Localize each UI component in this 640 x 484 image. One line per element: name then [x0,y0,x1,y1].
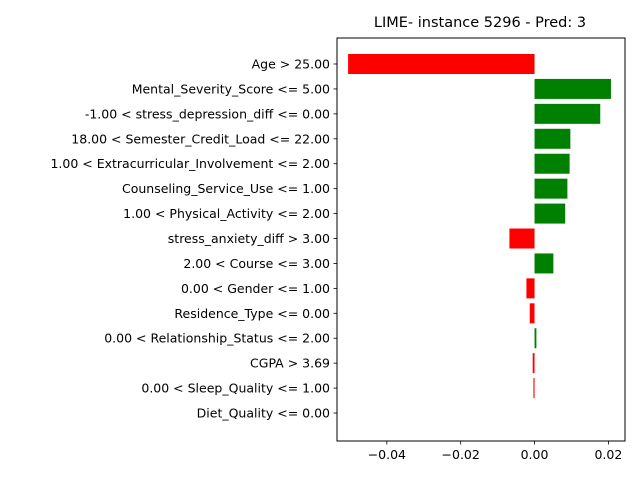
bar [534,103,601,124]
y-tick-label: stress_anxiety_diff > 3.00 [168,231,330,246]
bar [534,178,568,199]
bar [529,303,535,324]
y-tick-label: Residence_Type <= 0.00 [174,306,330,321]
bar [534,253,554,274]
y-tick-label: 18.00 < Semester_Credit_Load <= 22.00 [71,131,330,146]
y-tick-label: Age > 25.00 [252,57,330,72]
y-tick-label: CGPA > 3.69 [250,356,330,371]
bar [534,203,566,224]
bar [509,228,535,249]
bar [534,153,570,174]
bar [348,54,535,74]
bar [526,278,535,299]
y-tick-label: 1.00 < Physical_Activity <= 2.00 [123,206,330,221]
y-tick-label: -1.00 < stress_depression_diff <= 0.00 [85,106,330,121]
x-axis-ticks: −0.04 −0.02 0.00 0.02 [368,441,622,462]
y-tick-label: 1.00 < Extracurricular_Involvement <= 2.… [50,156,330,171]
y-tick-label: 0.00 < Relationship_Status <= 2.00 [104,331,330,346]
y-tick-label: Diet_Quality <= 0.00 [197,406,330,421]
bar [532,353,535,374]
bar [533,378,535,399]
x-tick-label: 0.00 [521,447,549,462]
bar [534,128,571,149]
chart-title: LIME- instance 5296 - Pred: 3 [374,15,586,31]
x-tick-label: −0.04 [368,447,406,462]
y-tick-label: Mental_Severity_Score <= 5.00 [132,81,330,96]
bar [534,78,611,99]
y-tick-label: 0.00 < Sleep_Quality <= 1.00 [141,381,330,396]
y-tick-label: 0.00 < Gender <= 1.00 [181,281,330,296]
y-tick-label: Counseling_Service_Use <= 1.00 [122,181,330,196]
bar [534,328,537,349]
y-tick-label: 2.00 < Course <= 3.00 [183,256,330,271]
x-tick-label: 0.02 [594,447,622,462]
y-axis-ticks: Age > 25.00 Mental_Severity_Score <= 5.00… [50,57,337,421]
plot-frame [336,37,626,442]
bars-layer [348,54,611,399]
x-tick-label: −0.02 [442,447,480,462]
